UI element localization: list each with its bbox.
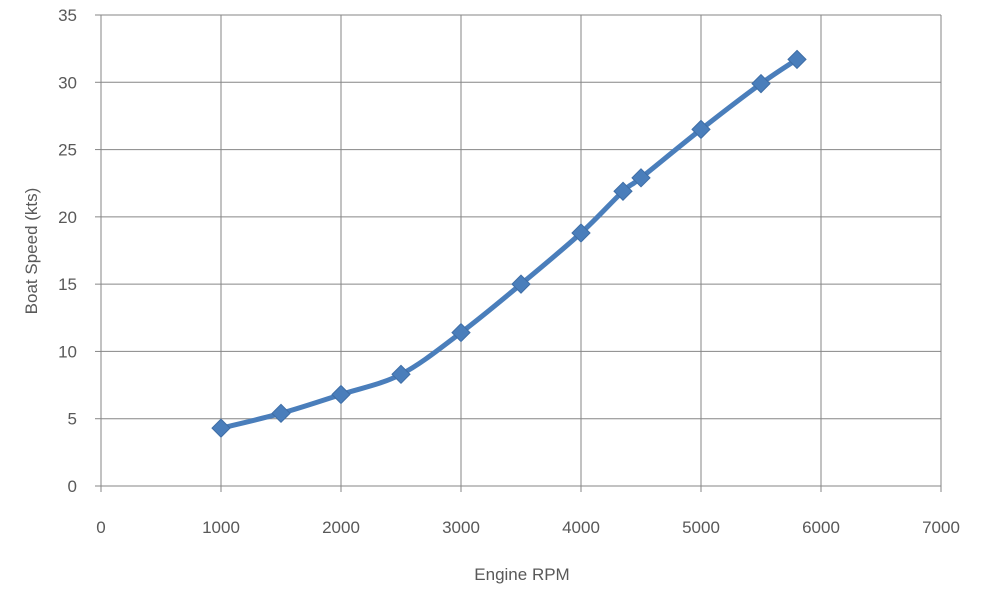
data-point-marker [571, 223, 591, 243]
data-point-marker [331, 384, 351, 405]
series-line [218, 56, 800, 431]
data-point-marker [391, 364, 411, 385]
y-tick-label: 20 [58, 208, 77, 227]
x-tick-label: 7000 [922, 518, 960, 537]
data-point-marker [691, 119, 711, 140]
x-tick-label: 3000 [442, 518, 480, 537]
y-tick-label: 0 [68, 477, 77, 496]
x-axis-title: Engine RPM [474, 565, 569, 584]
grid [101, 14, 942, 486]
data-point-marker [271, 403, 291, 424]
data-point-marker [613, 181, 633, 201]
x-tick-label: 2000 [322, 518, 360, 537]
y-tick-label: 35 [58, 6, 77, 25]
data-point-marker [511, 274, 531, 294]
tick-labels: 0 1000 2000 3000 4000 5000 6000 7000 0 5 10 15 20 25 3… [58, 6, 960, 537]
x-tick-label: 5000 [682, 518, 720, 537]
x-tick-label: 0 [96, 518, 105, 537]
y-axis-title: Boat Speed (kts) [22, 188, 41, 315]
x-tick-label: 6000 [802, 518, 840, 537]
data-point-marker [211, 418, 231, 438]
y-tick-label: 15 [58, 275, 77, 294]
y-tick-label: 25 [58, 141, 77, 160]
data-point-marker [451, 322, 471, 343]
data-point-marker [751, 73, 771, 94]
axes [95, 14, 942, 492]
data-point-marker [631, 168, 651, 188]
y-tick-label: 5 [68, 410, 77, 429]
y-tick-label: 30 [58, 73, 77, 92]
y-tick-label: 10 [58, 342, 77, 361]
x-tick-label: 4000 [562, 518, 600, 537]
series-group [211, 49, 807, 438]
x-tick-label: 1000 [202, 518, 240, 537]
data-point-marker [787, 49, 807, 70]
